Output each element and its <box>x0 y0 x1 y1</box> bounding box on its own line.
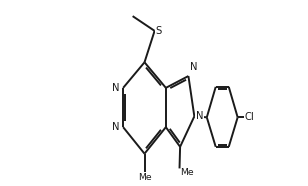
Text: Me: Me <box>180 168 194 177</box>
Text: N: N <box>196 111 203 121</box>
Text: Cl: Cl <box>245 112 255 122</box>
Text: S: S <box>156 26 162 36</box>
Text: N: N <box>112 83 120 93</box>
Text: N: N <box>190 62 198 72</box>
Text: Me: Me <box>138 173 151 182</box>
Text: N: N <box>112 122 120 132</box>
